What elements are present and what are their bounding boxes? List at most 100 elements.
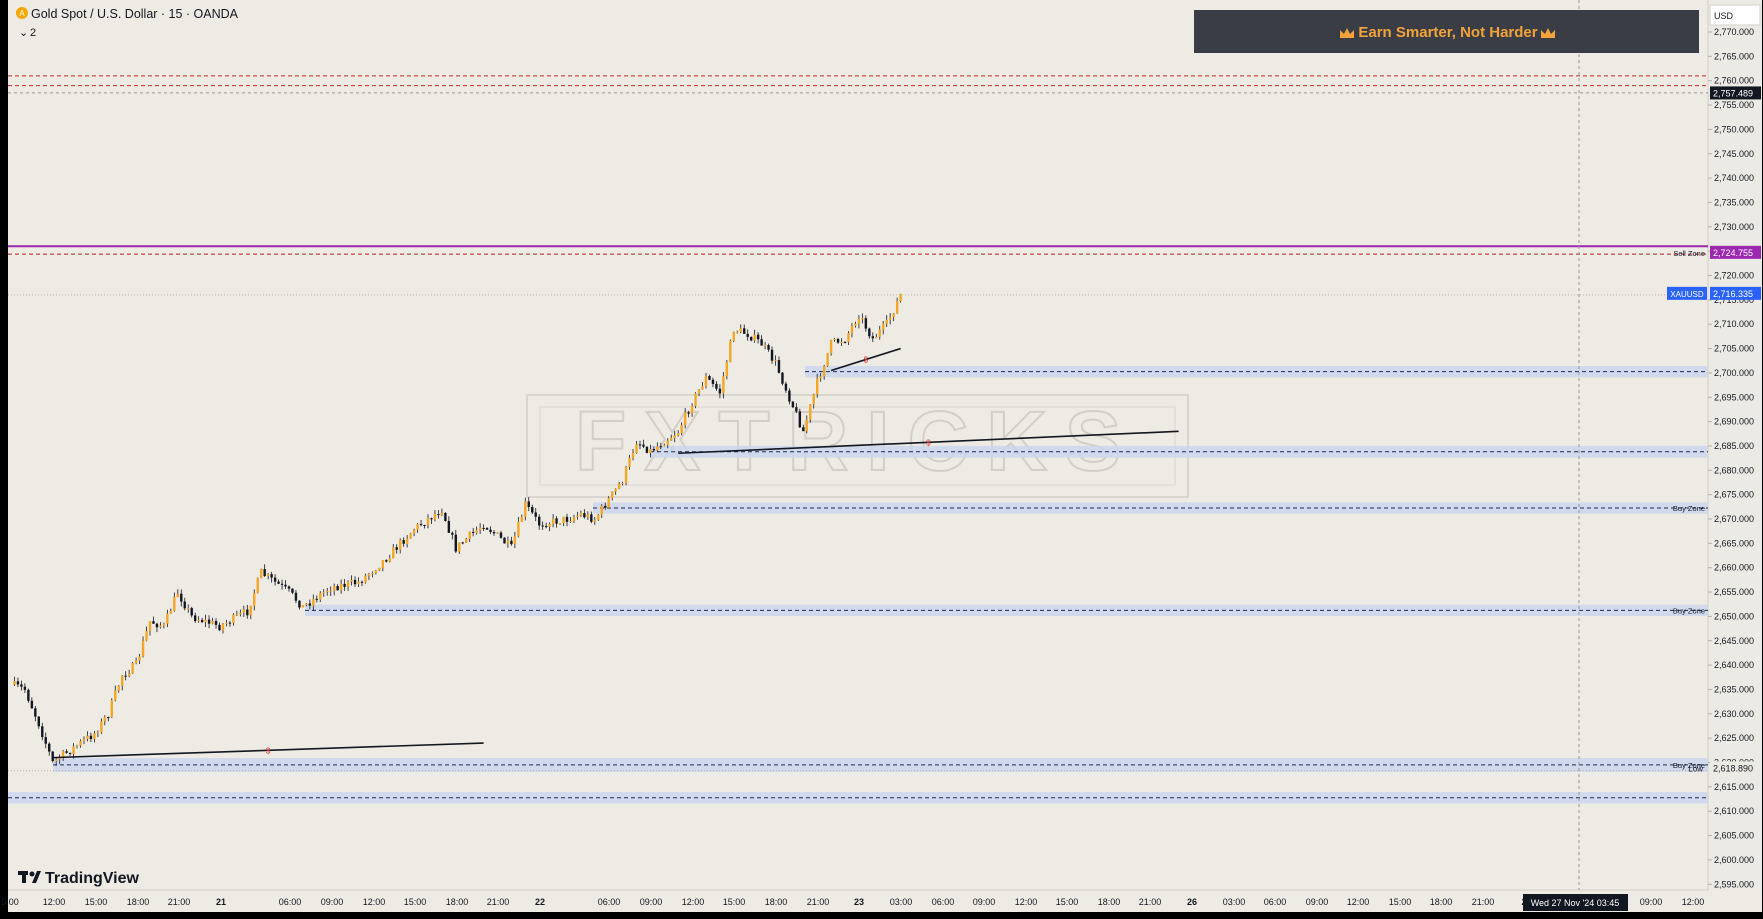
price-badge-box — [1710, 86, 1761, 100]
trendline — [830, 347, 901, 372]
symbol-badge-label: XAUUSD — [1670, 290, 1704, 299]
price-badge-label: Low — [1688, 764, 1703, 773]
candle-up — [753, 334, 756, 341]
candle-up — [458, 542, 461, 552]
promo-banner[interactable]: Earn Smarter, Not Harder — [1194, 10, 1699, 53]
candle-up — [506, 540, 510, 544]
candle-down — [767, 345, 770, 350]
candle-down — [190, 608, 193, 616]
candle-up — [551, 518, 555, 524]
zones-layer: Sell Zone Buy Zone Buy Zone Buy Zone — [8, 245, 1708, 804]
candle-down — [48, 743, 51, 752]
candle-up — [607, 498, 610, 508]
candle-down — [652, 449, 656, 451]
candle-up — [235, 614, 239, 616]
candle-up — [663, 445, 666, 447]
candle-down — [708, 376, 711, 380]
candle-up — [312, 598, 315, 606]
price-tick-label: 2,730.000 — [1714, 222, 1754, 232]
candle-up — [166, 613, 169, 624]
candle-up — [465, 538, 468, 543]
candle-up — [13, 681, 16, 685]
candle-up — [197, 619, 200, 622]
candle-down — [645, 446, 649, 453]
symbol-header[interactable]: A Gold Spot / U.S. Dollar · 15 · OANDA — [16, 7, 239, 21]
candle-down — [871, 336, 874, 339]
candle-up — [412, 529, 416, 534]
candle-up — [576, 515, 579, 518]
time-tick-label: 15:00 — [1389, 897, 1412, 907]
candle-down — [315, 598, 318, 600]
candle-up — [816, 378, 819, 395]
candle-up — [225, 622, 228, 624]
currency-box[interactable] — [1709, 4, 1761, 26]
candle-up — [732, 332, 735, 341]
price-tick-label: 2,615.000 — [1714, 782, 1754, 792]
candle-down — [107, 717, 110, 719]
candle-down — [37, 716, 40, 727]
candle-down — [68, 752, 72, 755]
price-tick-label: 2,600.000 — [1714, 855, 1754, 865]
candle-down — [27, 689, 30, 701]
price-tick-label: 2,770.000 — [1714, 27, 1754, 37]
candle-up — [319, 593, 322, 600]
candle-down — [152, 621, 155, 624]
candle-down — [482, 527, 485, 529]
liquidity-marker: $ — [266, 746, 271, 755]
candle-up — [895, 301, 899, 314]
crosshair-layer — [8, 0, 1708, 890]
candle-down — [16, 681, 20, 685]
price-tick-label: 2,630.000 — [1714, 709, 1754, 719]
candle-up — [722, 376, 725, 394]
price-tick-label: 2,690.000 — [1714, 417, 1754, 427]
candle-up — [266, 574, 270, 576]
time-tick-label: 06:00 — [1264, 897, 1287, 907]
tradingview-branding[interactable]: TradingView — [18, 870, 140, 887]
price-tick-label: 2,740.000 — [1714, 173, 1754, 183]
price-tick-label: 2,665.000 — [1714, 538, 1754, 548]
liquidity-marker: $ — [926, 438, 931, 447]
candle-down — [541, 525, 544, 527]
candle-down — [795, 407, 798, 412]
watermark-text: FXTRICKS — [575, 394, 1139, 488]
time-tick-label: 09:00 — [321, 897, 344, 907]
candle-up — [739, 328, 742, 332]
candle-up — [475, 530, 478, 533]
candle-up — [635, 444, 638, 454]
candle-down — [791, 401, 795, 408]
candle-down — [499, 532, 503, 538]
time-tick-label: 12:00 — [43, 897, 66, 907]
candle-up — [141, 640, 145, 657]
candle-up — [478, 527, 482, 531]
candle-down — [218, 624, 221, 631]
candle-up — [332, 586, 336, 591]
price-tick-label: 2,640.000 — [1714, 660, 1754, 670]
candle-up — [211, 621, 214, 624]
candle-down — [423, 525, 426, 527]
candle-down — [246, 609, 249, 616]
candle-down — [510, 540, 513, 545]
candle-down — [749, 336, 753, 341]
candle-down — [360, 581, 364, 583]
candle-down — [155, 623, 159, 628]
candle-up — [204, 619, 207, 623]
candle-down — [353, 579, 357, 585]
candle-up — [624, 466, 628, 484]
candle-down — [214, 621, 218, 625]
candle-up — [409, 533, 412, 539]
candle-down — [485, 528, 489, 530]
candle-up — [857, 318, 861, 324]
candle-up — [610, 491, 614, 499]
candle-down — [531, 507, 534, 513]
candle-up — [861, 318, 864, 320]
indicator-toggle[interactable]: ⌄ 2 — [19, 27, 36, 39]
time-tick-label: 22 — [535, 897, 545, 907]
candle-up — [725, 362, 729, 377]
candle-down — [451, 532, 454, 535]
liquidity-marker: $ — [864, 356, 869, 365]
candle-down — [843, 341, 847, 343]
candle-up — [426, 518, 430, 526]
candle-down — [565, 516, 569, 522]
candle-down — [659, 446, 663, 448]
